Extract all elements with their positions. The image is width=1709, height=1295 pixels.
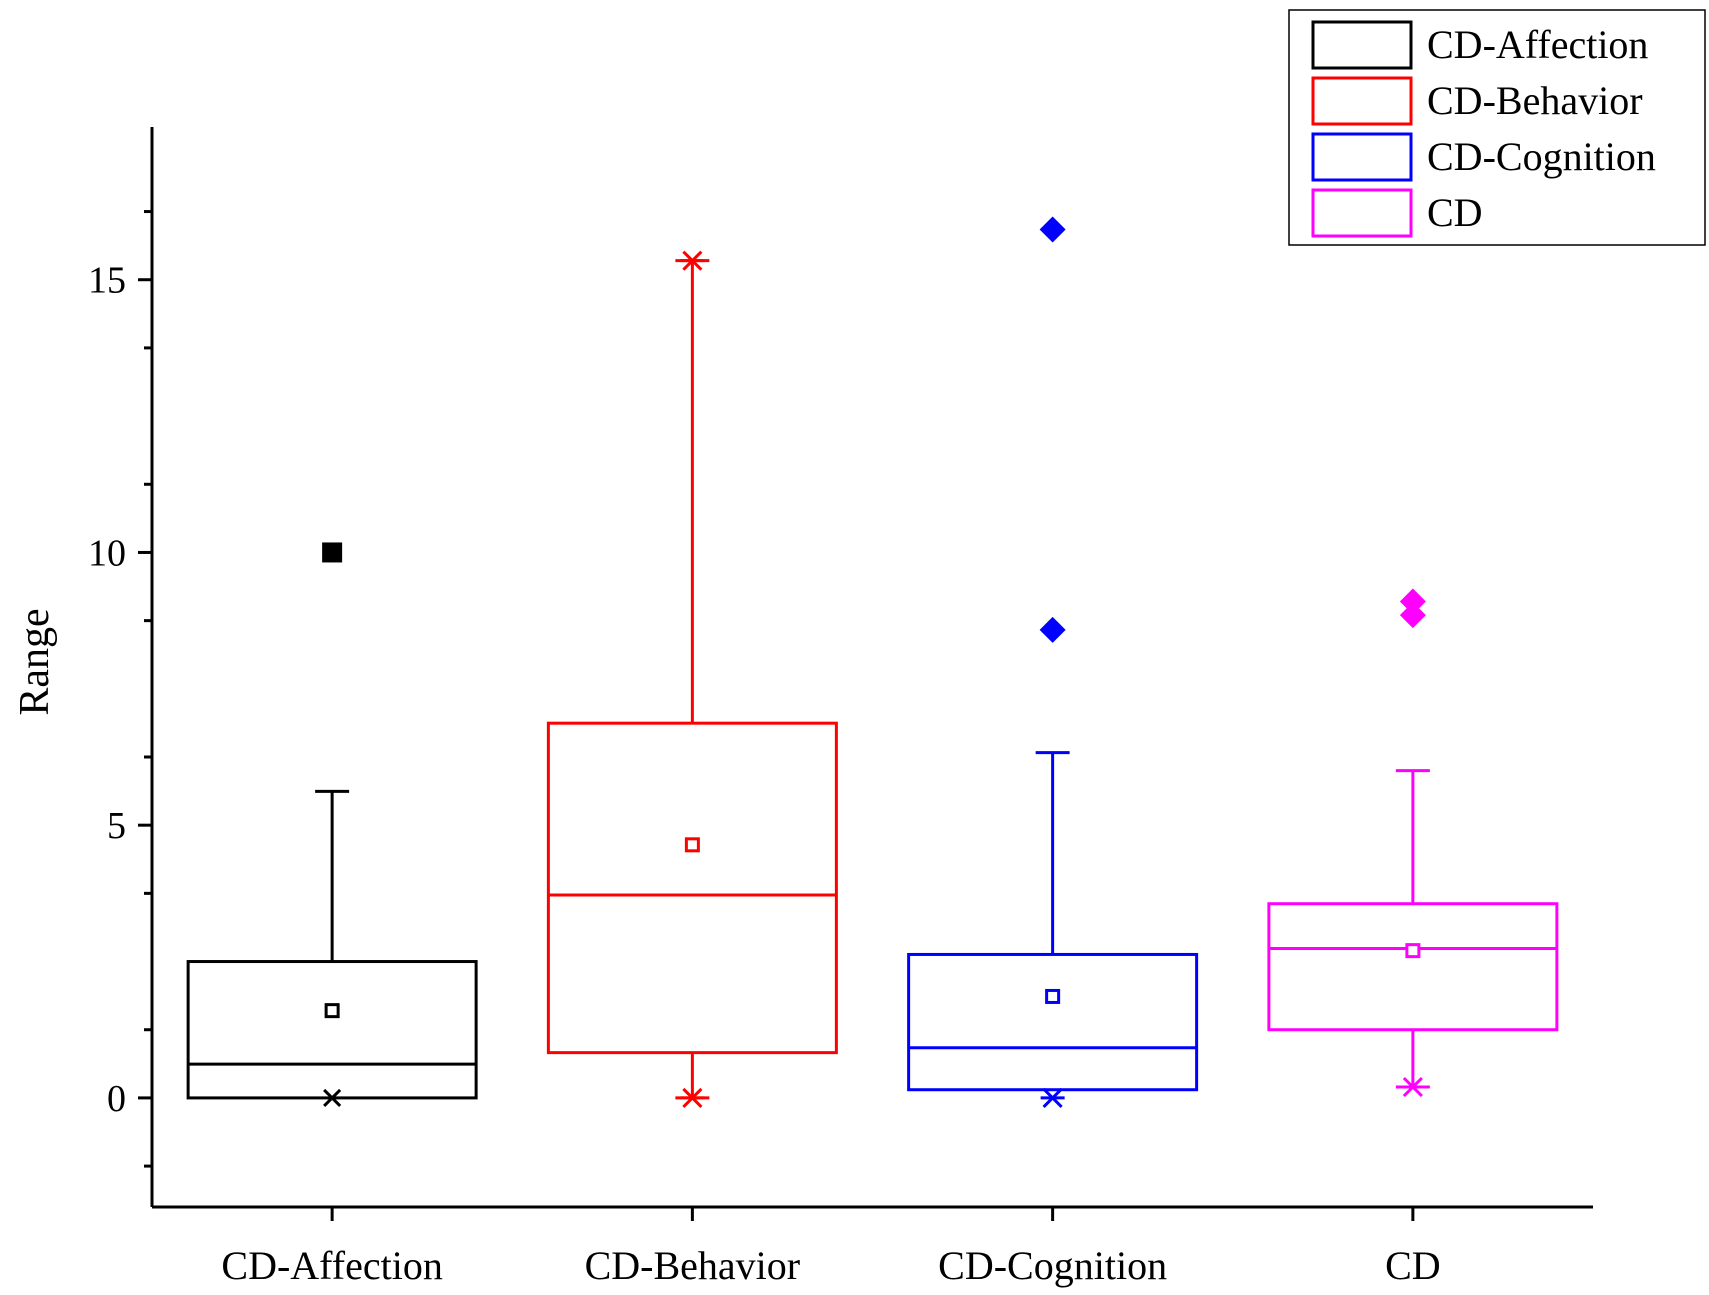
legend-label: CD-Cognition <box>1427 134 1656 179</box>
y-tick-label: 15 <box>88 260 126 302</box>
x-tick-label: CD-Affection <box>221 1243 442 1288</box>
outlier-marker <box>1039 216 1066 243</box>
iqr-box <box>907 952 1199 1092</box>
box-group-cd-behavior <box>546 259 838 1100</box>
iqr-box <box>186 960 478 1100</box>
iqr-box <box>1267 902 1559 1032</box>
min-marker <box>323 1088 342 1107</box>
box-group-cd <box>1267 588 1559 1089</box>
outlier-marker <box>322 542 343 563</box>
y-tick-label: 0 <box>107 1078 126 1120</box>
min-marker <box>680 1087 705 1108</box>
outlier-marker <box>1399 602 1426 629</box>
outlier-marker <box>1399 588 1426 615</box>
x-tick-label: CD-Behavior <box>585 1243 801 1288</box>
min-marker <box>1400 1076 1425 1098</box>
iqr-box <box>546 721 838 1055</box>
mean-marker <box>1045 988 1061 1004</box>
cross-stroke <box>323 1088 342 1107</box>
legend-swatch <box>1311 20 1413 70</box>
y-axis-title: Range <box>12 608 58 715</box>
x-tick-label: CD <box>1385 1243 1441 1288</box>
legend-label: CD-Behavior <box>1427 78 1643 123</box>
x-tick-label: CD-Cognition <box>938 1243 1167 1288</box>
legend-label: CD-Affection <box>1427 22 1648 67</box>
mean-marker <box>324 1003 340 1019</box>
mean-marker <box>684 837 700 853</box>
legend: CD-Affection CD-Behavior CD-Cognition CD <box>1288 9 1706 246</box>
plot-area <box>186 216 1559 1108</box>
max-marker <box>680 250 705 271</box>
legend-swatch <box>1311 132 1413 182</box>
y-tick-label: 10 <box>88 532 126 574</box>
y-tick-label: 5 <box>107 805 126 847</box>
box-group-cd-cognition <box>907 216 1199 1092</box>
min-marker <box>1040 1087 1065 1108</box>
legend-frame <box>1288 9 1706 246</box>
axes: 0 5 10 15 CD-Affection CD-Behavior CD-Cognitio… <box>88 127 1593 1288</box>
outlier-marker <box>1039 616 1066 643</box>
legend-label: CD <box>1427 190 1483 235</box>
box-group-cd-affection <box>186 542 478 1100</box>
legend-swatch <box>1311 76 1413 126</box>
mean-marker <box>1405 943 1421 959</box>
legend-swatch <box>1311 188 1413 238</box>
